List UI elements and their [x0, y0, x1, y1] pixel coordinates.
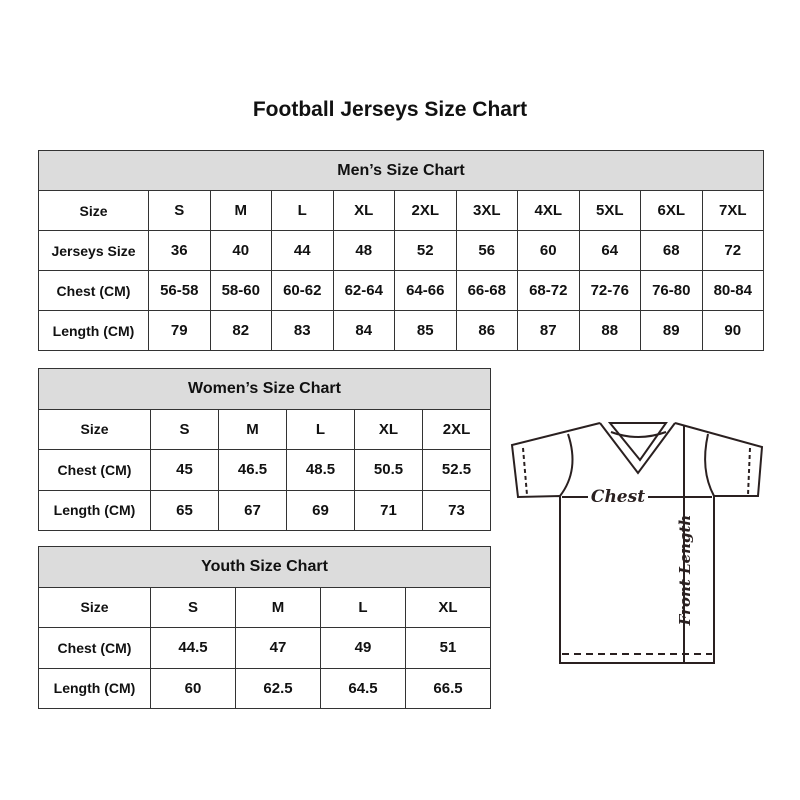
table-cell: 52.5	[422, 449, 491, 491]
table-cell: 76-80	[640, 270, 703, 311]
table-cell: 64-66	[394, 270, 457, 311]
table-cell: 71	[354, 489, 423, 531]
table-cell: 69	[286, 489, 355, 531]
table-cell: 72-76	[578, 270, 641, 311]
table-cell: 4XL	[517, 190, 580, 231]
table-row: Jerseys Size 36 40 44 48 52 56 60 64 68 72	[38, 230, 764, 271]
table-row: Size S M L XL	[38, 586, 491, 628]
table-title: Youth Size Chart	[38, 546, 491, 588]
table-cell: 82	[209, 310, 272, 351]
table-cell: XL	[405, 586, 491, 628]
table-row: Chest (CM) 44.5 47 49 51	[38, 627, 491, 669]
table-cell: 90	[701, 310, 764, 351]
table-cell: 5XL	[578, 190, 641, 231]
row-label: Length (CM)	[38, 489, 151, 531]
table-row: Size S M L XL 2XL	[38, 408, 491, 450]
table-cell: XL	[332, 190, 395, 231]
table-cell: 2XL	[394, 190, 457, 231]
table-cell: 68	[640, 230, 703, 271]
table-row: Length (CM) 79 82 83 84 85 86 87 88 89 90	[38, 310, 764, 351]
table-cell: L	[286, 408, 355, 450]
table-cell: 60-62	[271, 270, 334, 311]
table-cell: 83	[271, 310, 334, 351]
table-cell: XL	[354, 408, 423, 450]
table-row: Length (CM) 60 62.5 64.5 66.5	[38, 667, 491, 709]
table-cell: 56-58	[148, 270, 211, 311]
table-cell: 87	[517, 310, 580, 351]
row-label: Jerseys Size	[38, 230, 149, 271]
table-cell: 86	[455, 310, 518, 351]
table-cell: 44	[271, 230, 334, 271]
chest-label: Chest	[591, 487, 645, 507]
table-cell: 46.5	[218, 449, 287, 491]
table-cell: 72	[701, 230, 764, 271]
row-label: Chest (CM)	[38, 627, 151, 669]
table-cell: 44.5	[150, 627, 236, 669]
table-cell: S	[150, 408, 219, 450]
table-cell: 66-68	[455, 270, 518, 311]
mens-size-table: Men’s Size Chart Size S M L XL 2XL 3XL 4XL 5XL 6XL…	[38, 150, 764, 351]
table-cell: 45	[150, 449, 219, 491]
table-cell: 60	[150, 667, 236, 709]
womens-size-table: Women’s Size Chart Size S M L XL 2XL Chest (CM)…	[38, 368, 491, 531]
table-cell: 80-84	[701, 270, 764, 311]
table-cell: 62.5	[235, 667, 321, 709]
table-cell: 3XL	[455, 190, 518, 231]
table-cell: 66.5	[405, 667, 491, 709]
table-cell: 89	[640, 310, 703, 351]
table-cell: 6XL	[640, 190, 703, 231]
table-cell: M	[218, 408, 287, 450]
table-cell: 84	[332, 310, 395, 351]
table-cell: 67	[218, 489, 287, 531]
table-cell: 40	[209, 230, 272, 271]
row-label: Length (CM)	[38, 310, 149, 351]
table-cell: 56	[455, 230, 518, 271]
table-cell: 79	[148, 310, 211, 351]
table-cell: M	[235, 586, 321, 628]
row-label: Size	[38, 408, 151, 450]
table-cell: 2XL	[422, 408, 491, 450]
table-cell: L	[320, 586, 406, 628]
table-cell: L	[271, 190, 334, 231]
table-cell: 58-60	[209, 270, 272, 311]
row-label: Chest (CM)	[38, 270, 149, 311]
table-cell: 49	[320, 627, 406, 669]
table-row: Size S M L XL 2XL 3XL 4XL 5XL 6XL 7XL	[38, 190, 764, 231]
table-cell: 50.5	[354, 449, 423, 491]
table-cell: 64.5	[320, 667, 406, 709]
table-cell: 60	[517, 230, 580, 271]
table-cell: 85	[394, 310, 457, 351]
table-cell: 48	[332, 230, 395, 271]
table-cell: 51	[405, 627, 491, 669]
table-cell: S	[150, 586, 236, 628]
table-cell: 73	[422, 489, 491, 531]
table-cell: 88	[578, 310, 641, 351]
row-label: Length (CM)	[38, 667, 151, 709]
row-label: Size	[38, 190, 149, 231]
table-cell: 64	[578, 230, 641, 271]
table-cell: 62-64	[332, 270, 395, 311]
table-cell: S	[148, 190, 211, 231]
youth-size-table: Youth Size Chart Size S M L XL Chest (CM) 44.5 4…	[38, 546, 491, 709]
table-cell: M	[209, 190, 272, 231]
table-title: Men’s Size Chart	[38, 150, 764, 191]
row-label: Chest (CM)	[38, 449, 151, 491]
table-cell: 48.5	[286, 449, 355, 491]
table-title: Women’s Size Chart	[38, 368, 491, 410]
table-cell: 68-72	[517, 270, 580, 311]
table-cell: 7XL	[701, 190, 764, 231]
table-row: Length (CM) 65 67 69 71 73	[38, 489, 491, 531]
table-row: Chest (CM) 56-58 58-60 60-62 62-64 64-66 66-68…	[38, 270, 764, 311]
table-cell: 36	[148, 230, 211, 271]
page-title: Football Jerseys Size Chart	[252, 98, 528, 121]
table-cell: 52	[394, 230, 457, 271]
jersey-diagram: Chest Front Length	[510, 422, 764, 664]
row-label: Size	[38, 586, 151, 628]
table-row: Chest (CM) 45 46.5 48.5 50.5 52.5	[38, 449, 491, 491]
front-length-label: Front Length	[676, 515, 694, 627]
table-cell: 65	[150, 489, 219, 531]
table-cell: 47	[235, 627, 321, 669]
